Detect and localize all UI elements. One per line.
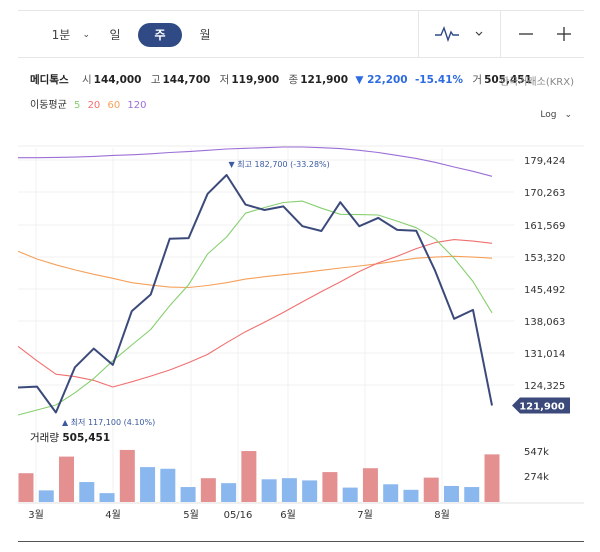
volume-bar xyxy=(383,484,399,502)
low-label: 저 xyxy=(219,74,230,86)
last-price-label: 121,900 xyxy=(519,402,565,413)
zoom-in-button[interactable] xyxy=(550,11,578,57)
low-annotation: ▲ 최저 117,100 (4.10%) xyxy=(62,417,155,427)
volume-bar xyxy=(403,489,419,502)
timeframe-month-label: 월 xyxy=(199,28,211,42)
toolbar-divider xyxy=(500,11,501,57)
volume-bar xyxy=(79,482,95,502)
exchange-name: 한국거래소(KRX) xyxy=(499,77,574,88)
open-value: 144,000 xyxy=(93,74,142,86)
close-label: 종 xyxy=(288,74,299,86)
volume-bar xyxy=(302,480,318,502)
y-tick-label: 131,014 xyxy=(524,349,565,360)
volume-bar xyxy=(18,473,34,502)
volume-title: 거래량 505,451 xyxy=(30,430,110,445)
quote-summary: 메디톡스 시 144,000 고 144,700 저 119,900 종 121,900… xyxy=(30,72,532,87)
volume-bar xyxy=(160,468,176,502)
volume-label: 거 xyxy=(472,74,483,86)
volume-bar xyxy=(443,485,459,502)
volume-bar xyxy=(221,483,237,502)
chevron-down-icon xyxy=(475,31,483,36)
zoom-out-button[interactable] xyxy=(512,11,540,57)
low-value: 119,900 xyxy=(231,74,280,86)
last-price-tag xyxy=(512,397,570,414)
minus-icon xyxy=(519,33,533,35)
ma-5-line xyxy=(17,200,493,416)
high-annotation: ▼ 최고 182,700 (-33.28%) xyxy=(229,159,330,169)
chevron-down-icon: ⌄ xyxy=(82,30,90,40)
volume-bar xyxy=(140,467,156,502)
y-tick-label: 138,063 xyxy=(524,317,565,328)
moving-average-legend: 이동평균 5 20 60 120 xyxy=(30,96,151,111)
ma-120-label: 120 xyxy=(127,100,147,111)
volume-bar xyxy=(464,487,480,502)
volume-tick-label: 547k xyxy=(524,447,549,458)
volume-bar xyxy=(241,451,257,502)
y-tick-label: 170,263 xyxy=(524,188,565,199)
volume-bar xyxy=(119,449,135,502)
y-tick-label: 179,424 xyxy=(524,156,565,167)
x-tick-label: 3월 xyxy=(28,509,44,521)
ma-120-line xyxy=(18,146,493,177)
x-tick-label: 7월 xyxy=(357,509,373,521)
change-percent: -15.41% xyxy=(414,74,464,86)
volume-bar xyxy=(423,477,439,502)
scale-label: Log xyxy=(540,110,557,120)
high-value: 144,700 xyxy=(162,74,211,86)
open-label: 시 xyxy=(81,74,92,86)
timeframe-minute[interactable]: 1분 ⌄ xyxy=(32,23,90,47)
ma-60-label: 60 xyxy=(107,100,121,111)
volume-tick-label: 274k xyxy=(524,472,549,483)
price-line xyxy=(17,174,493,414)
volume-bar xyxy=(59,456,75,502)
volume-value: 505,451 xyxy=(484,74,532,86)
scale-selector[interactable]: Log ⌄ xyxy=(540,108,572,120)
timeframe-week[interactable]: 주 xyxy=(138,23,182,47)
ma-5-label: 5 xyxy=(74,100,81,111)
ma-60-line xyxy=(17,250,493,289)
volume-bar xyxy=(38,490,54,502)
line-chart-icon xyxy=(435,26,459,43)
volume-bar xyxy=(99,493,115,502)
volume-bar xyxy=(484,454,500,502)
y-tick-label: 145,492 xyxy=(524,285,565,296)
x-tick-label: 5월 xyxy=(183,509,199,521)
volume-bar xyxy=(200,478,216,502)
chart-type-button[interactable] xyxy=(420,11,498,57)
chart-toolbar: 1분 ⌄ 일 주 월 xyxy=(18,10,584,58)
volume-bar xyxy=(342,487,358,502)
change-value: ▼ 22,200 xyxy=(355,74,408,86)
y-tick-label: 124,325 xyxy=(524,381,565,392)
volume-bar xyxy=(261,479,277,502)
volume-bar xyxy=(281,478,297,502)
volume-title-value: 505,451 xyxy=(62,432,111,444)
timeframe-month[interactable]: 월 xyxy=(190,23,220,47)
x-tick-label: 8월 xyxy=(434,509,450,521)
toolbar-divider xyxy=(418,11,419,57)
timeframe-day-label: 일 xyxy=(109,28,121,42)
bottom-divider xyxy=(18,541,584,542)
ma-20-line xyxy=(17,239,493,388)
volume-bar xyxy=(362,468,378,502)
stock-name: 메디톡스 xyxy=(30,74,69,86)
ma-20-label: 20 xyxy=(87,100,101,111)
volume-title-label: 거래량 xyxy=(30,432,59,444)
high-label: 고 xyxy=(150,74,161,86)
volume-bar xyxy=(180,487,196,502)
volume-bar xyxy=(322,472,338,502)
x-tick-label: 4월 xyxy=(105,509,121,521)
moving-average-label: 이동평균 xyxy=(30,100,67,111)
timeframe-week-label: 주 xyxy=(154,28,166,42)
x-tick-label: 6월 xyxy=(280,509,296,521)
chevron-down-icon: ⌄ xyxy=(564,110,572,120)
close-value: 121,900 xyxy=(300,74,349,86)
plus-icon xyxy=(557,27,571,41)
y-tick-label: 153,320 xyxy=(524,253,565,264)
timeframe-minute-label: 1분 xyxy=(51,28,71,42)
y-tick-label: 161,569 xyxy=(524,221,565,232)
x-tick-label: 05/16 xyxy=(224,510,253,521)
timeframe-day[interactable]: 일 xyxy=(100,23,130,47)
